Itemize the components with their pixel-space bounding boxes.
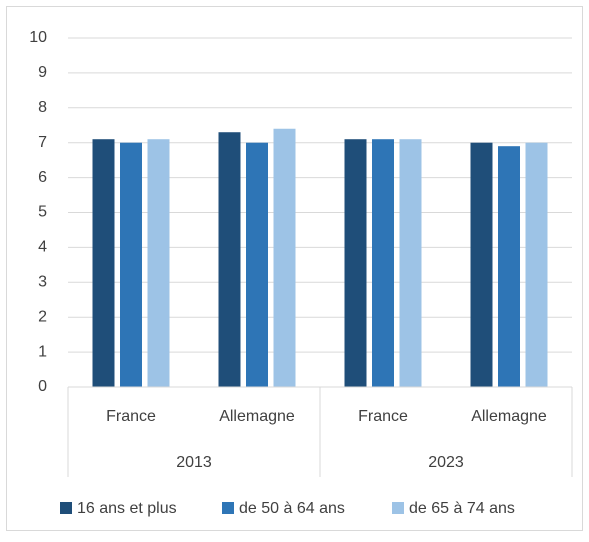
group-label: 2013 (176, 454, 212, 471)
bar (147, 139, 170, 387)
bar (525, 142, 548, 387)
bar (498, 146, 520, 387)
bar (273, 128, 296, 388)
x-tick-label: France (106, 408, 156, 425)
legend-label: de 65 à 74 ans (409, 500, 515, 517)
bar (470, 142, 493, 387)
bar (92, 139, 115, 387)
group-label: 2023 (428, 454, 464, 471)
y-tick-label: 5 (38, 204, 47, 221)
bar (344, 139, 367, 387)
bar (218, 132, 241, 387)
y-tick-label: 0 (38, 378, 47, 395)
y-tick-label: 1 (38, 343, 47, 360)
y-tick-label: 6 (38, 169, 47, 186)
legend-swatch (222, 502, 234, 514)
bar (372, 139, 394, 387)
bar (246, 142, 268, 387)
legend-label: de 50 à 64 ans (239, 500, 345, 517)
legend-swatch (60, 502, 72, 514)
y-tick-label: 9 (38, 64, 47, 81)
x-tick-label: Allemagne (219, 408, 295, 425)
x-tick-label: France (358, 408, 408, 425)
legend-swatch (392, 502, 404, 514)
bar (399, 139, 422, 387)
bar (120, 142, 142, 387)
y-tick-label: 10 (29, 29, 47, 46)
x-tick-label: Allemagne (471, 408, 547, 425)
y-tick-label: 4 (38, 239, 47, 256)
y-tick-label: 8 (38, 99, 47, 116)
y-tick-label: 3 (38, 274, 47, 291)
y-tick-label: 7 (38, 134, 47, 151)
y-tick-label: 2 (38, 308, 47, 325)
legend-label: 16 ans et plus (77, 500, 177, 517)
